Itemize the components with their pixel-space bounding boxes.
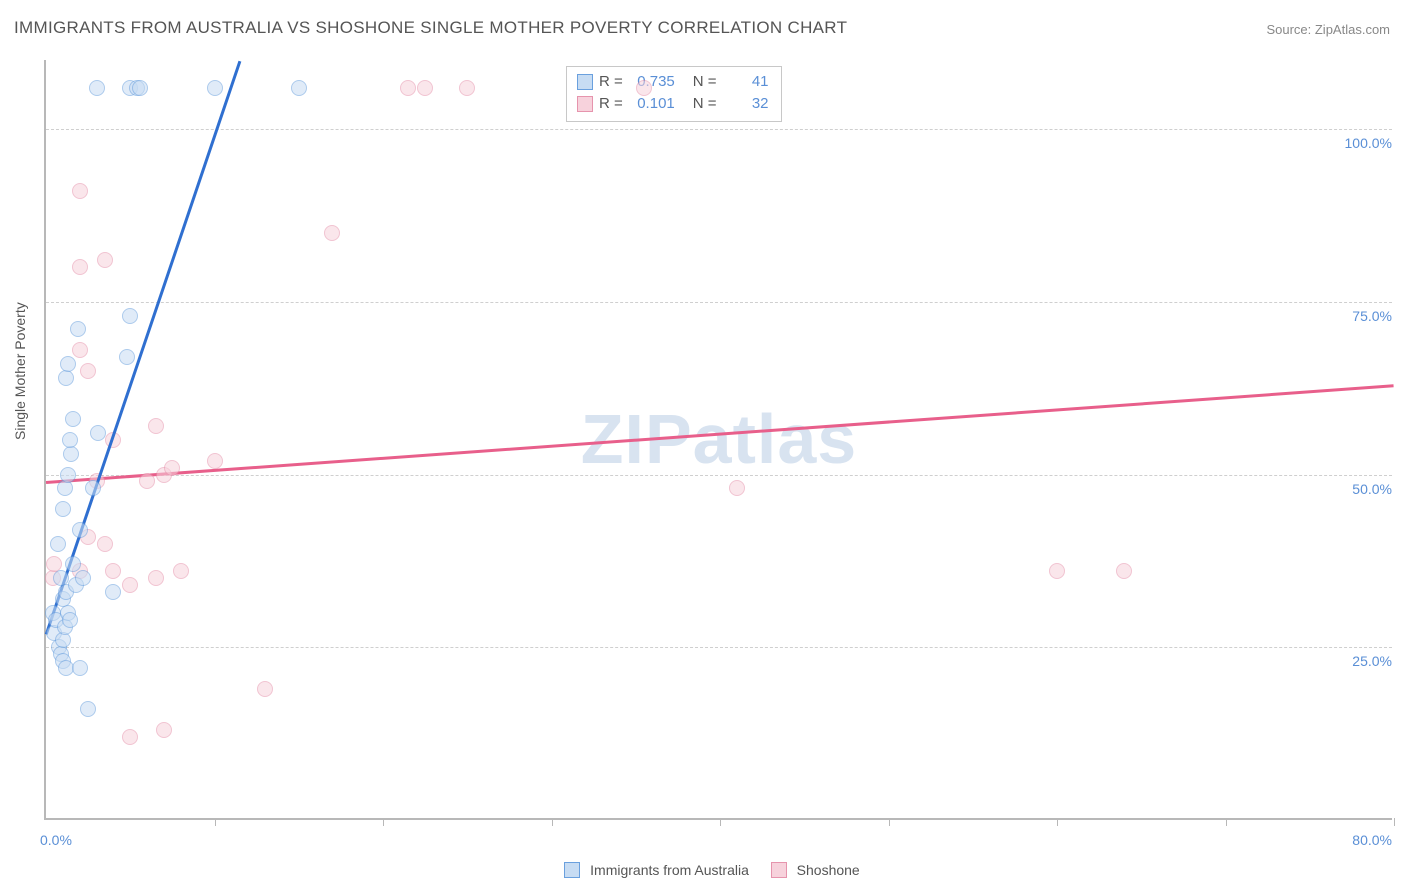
data-point [207, 453, 223, 469]
legend-swatch-a [564, 862, 580, 878]
data-point [122, 729, 138, 745]
y-tick-label: 25.0% [1350, 653, 1394, 669]
x-tick-mark [383, 818, 384, 826]
n-label: N = [693, 93, 717, 115]
data-point [417, 80, 433, 96]
correlation-legend-row: R =0.735N =41 [577, 71, 769, 93]
data-point [729, 480, 745, 496]
data-point [148, 418, 164, 434]
data-point [72, 183, 88, 199]
legend-label-b: Shoshone [797, 862, 860, 878]
data-point [89, 80, 105, 96]
x-tick-mark [1394, 818, 1395, 826]
data-point [400, 80, 416, 96]
r-label: R = [599, 71, 623, 93]
x-tick-mark [1226, 818, 1227, 826]
x-tick-mark [215, 818, 216, 826]
data-point [72, 342, 88, 358]
y-tick-label: 50.0% [1350, 481, 1394, 497]
series-legend: Immigrants from Australia Shoshone [0, 862, 1406, 880]
r-label: R = [599, 93, 623, 115]
source-label: Source: ZipAtlas.com [1266, 22, 1390, 37]
data-point [72, 522, 88, 538]
data-point [1116, 563, 1132, 579]
data-point [60, 467, 76, 483]
y-tick-label: 100.0% [1343, 135, 1394, 151]
x-tick-label: 0.0% [40, 832, 72, 848]
data-point [105, 584, 121, 600]
data-point [636, 80, 652, 96]
data-point [58, 370, 74, 386]
data-point [156, 722, 172, 738]
legend-swatch-icon [577, 74, 593, 90]
data-point [63, 446, 79, 462]
chart-title: IMMIGRANTS FROM AUSTRALIA VS SHOSHONE SI… [14, 18, 847, 38]
data-point [139, 473, 155, 489]
n-value: 41 [723, 71, 769, 93]
data-point [80, 363, 96, 379]
data-point [105, 563, 121, 579]
legend-swatch-b [771, 862, 787, 878]
n-label: N = [693, 71, 717, 93]
data-point [70, 321, 86, 337]
data-point [97, 252, 113, 268]
correlation-legend-row: R = 0.101 N = 32 [577, 93, 769, 115]
data-point [164, 460, 180, 476]
data-point [55, 501, 71, 517]
x-tick-label: 80.0% [1352, 832, 1392, 848]
data-point [55, 632, 71, 648]
y-tick-label: 75.0% [1350, 308, 1394, 324]
data-point [324, 225, 340, 241]
data-point [57, 480, 73, 496]
x-tick-mark [889, 818, 890, 826]
data-point [60, 356, 76, 372]
trend-line [46, 385, 1394, 484]
data-point [65, 411, 81, 427]
data-point [148, 570, 164, 586]
data-point [85, 480, 101, 496]
data-point [80, 701, 96, 717]
data-point [65, 556, 81, 572]
gridline [46, 302, 1392, 303]
data-point [1049, 563, 1065, 579]
legend-swatch-icon [577, 96, 593, 112]
gridline [46, 475, 1392, 476]
data-point [459, 80, 475, 96]
data-point [75, 570, 91, 586]
data-point [53, 570, 69, 586]
data-point [173, 563, 189, 579]
gridline [46, 647, 1392, 648]
data-point [119, 349, 135, 365]
data-point [122, 577, 138, 593]
n-value: 32 [723, 93, 769, 115]
data-point [72, 259, 88, 275]
data-point [122, 308, 138, 324]
data-point [50, 536, 66, 552]
gridline [46, 129, 1392, 130]
legend-label-a: Immigrants from Australia [590, 862, 749, 878]
x-tick-mark [720, 818, 721, 826]
data-point [62, 432, 78, 448]
data-point [207, 80, 223, 96]
data-point [72, 660, 88, 676]
data-point [90, 425, 106, 441]
correlation-legend: R =0.735N =41R =0.101N =32 [566, 66, 782, 122]
data-point [132, 80, 148, 96]
y-axis-label: Single Mother Poverty [12, 302, 28, 440]
scatter-plot: ZIPatlas R =0.735N =41R =0.101N =32 25.0… [44, 60, 1392, 820]
data-point [291, 80, 307, 96]
r-value: 0.101 [629, 93, 675, 115]
data-point [97, 536, 113, 552]
x-tick-mark [552, 818, 553, 826]
data-point [257, 681, 273, 697]
data-point [62, 612, 78, 628]
x-tick-mark [1057, 818, 1058, 826]
